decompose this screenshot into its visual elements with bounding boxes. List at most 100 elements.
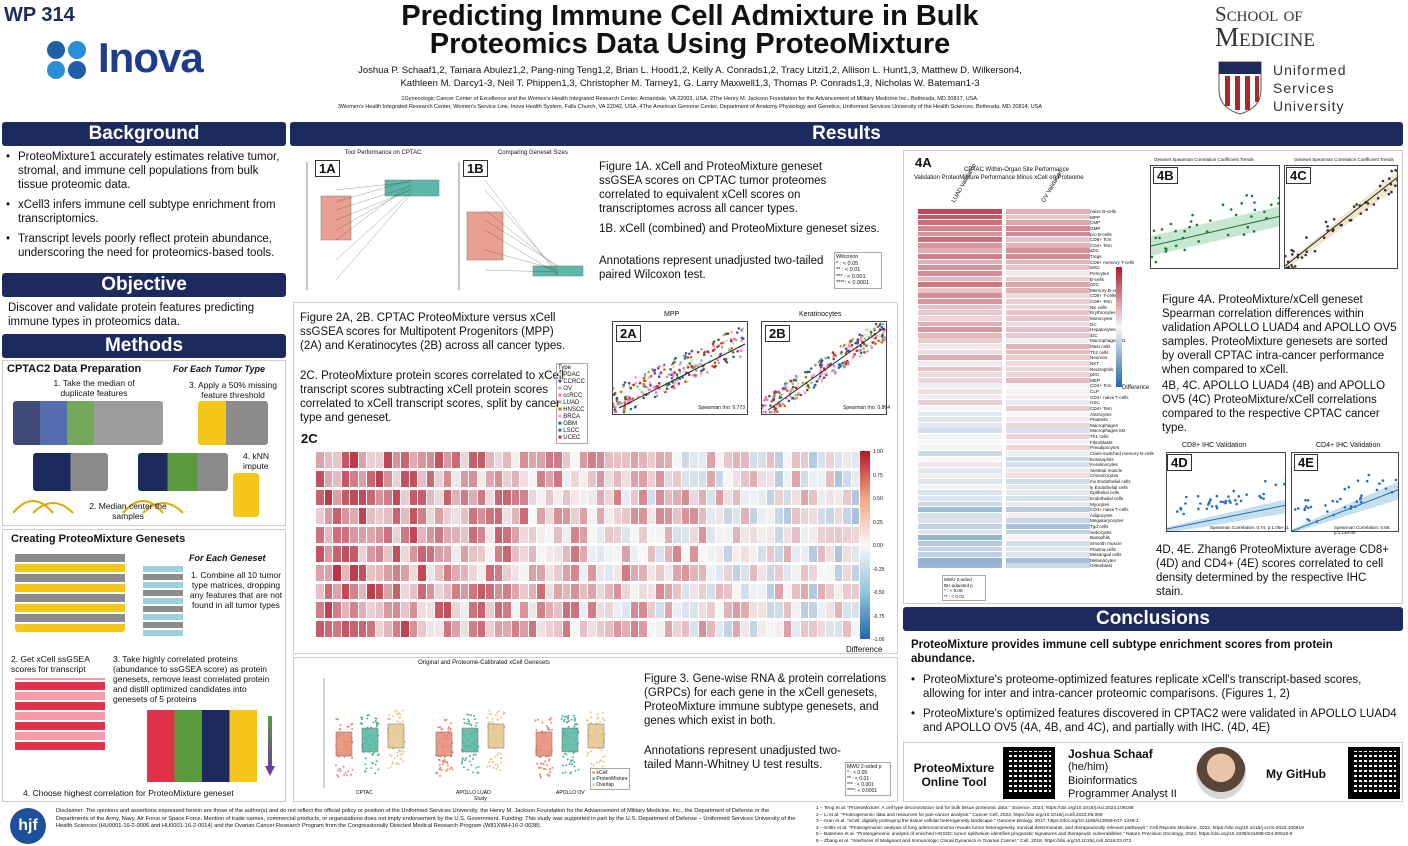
heatmap-cell: [571, 452, 579, 468]
scatter-point: [1274, 483, 1278, 487]
heatmap-cell: [664, 508, 672, 525]
scatter-point: [1390, 190, 1393, 194]
scatter-point: [1227, 495, 1230, 498]
fig4e-spearman: Spearman Correlation: 0.66, p:1.14e-08: [1334, 525, 1391, 535]
swarm-point: [375, 760, 378, 762]
tool-qr-code[interactable]: [1003, 747, 1055, 799]
heatmap-cell: [1006, 546, 1090, 552]
heatmap-cell: [698, 546, 706, 562]
swarm-point: [339, 724, 342, 727]
scatter-point: [1397, 486, 1398, 489]
heatmap-cell: [579, 452, 587, 468]
swarm-point: [491, 718, 494, 720]
swarm-point: [435, 771, 438, 774]
heatmap-cell: [350, 583, 358, 600]
fig4c-title: Geneset Spearman Correlation Coefficient…: [1294, 157, 1394, 162]
scatter-point: [1164, 250, 1168, 253]
scatter-point: [1349, 505, 1353, 508]
heatmap-cell: [809, 583, 817, 600]
type-legend-item: ■ PDAC: [558, 372, 580, 378]
swarm-point: [542, 767, 545, 770]
heatmap-cell: [520, 508, 528, 525]
heatmap-cell: [486, 452, 494, 468]
heatmap-cell: [486, 508, 494, 525]
swarm-point: [561, 772, 564, 774]
scatter-point: [616, 402, 619, 406]
scatter-point: [1151, 255, 1154, 259]
heatmap-cell: [724, 583, 732, 600]
scatter-point: [700, 369, 703, 373]
heatmap-cell: [630, 508, 638, 525]
heatmap-cell: [571, 546, 579, 562]
heatmap-cell: [707, 602, 715, 619]
celltype-label: Memory B-cells: [1090, 287, 1122, 293]
scatter-point: [678, 368, 681, 372]
heatmap-cell: [673, 470, 681, 487]
heatmap-cell: [392, 489, 400, 506]
heatmap-cell: [537, 583, 545, 600]
swarm-point: [566, 758, 569, 761]
hjf-logo: hjf: [10, 808, 46, 844]
scatter-point: [1375, 488, 1379, 492]
swarm-point: [445, 718, 448, 721]
scatter-point: [642, 396, 645, 400]
scatter-point: [640, 391, 644, 394]
fig3-legend-0: ■ xCell: [592, 770, 608, 776]
heatmap-cell: [460, 602, 468, 619]
fig4d-scatter: [1166, 452, 1286, 532]
heatmap-cell: [537, 564, 545, 581]
heatmap-cell: [918, 332, 1002, 338]
scatter-point: [638, 381, 642, 385]
heatmap-cell: [443, 470, 451, 487]
swarm-point: [489, 765, 491, 768]
heatmap-cell: [503, 602, 511, 619]
heatmap-cell: [639, 489, 647, 506]
swarm-point: [550, 717, 552, 720]
swarm-point: [445, 770, 448, 773]
inova-wordmark: Inova: [98, 34, 204, 81]
heatmap-cell: [341, 621, 349, 637]
heatmap-cell: [588, 602, 596, 619]
scatter-point: [771, 398, 775, 402]
scatter-point: [777, 405, 780, 409]
heatmap-cell: [443, 564, 451, 581]
heatmap-cell: [503, 583, 511, 600]
scatter-point: [850, 344, 854, 347]
scatter-point: [682, 354, 686, 357]
scatter-point: [762, 406, 764, 410]
heatmap-cell: [596, 583, 604, 600]
heatmap-cell: [809, 508, 817, 525]
celltype-label: Mast cells: [1090, 344, 1111, 349]
heatmap-cell: [826, 527, 834, 543]
heatmap-cell: [605, 583, 613, 600]
scatter-point: [1253, 208, 1257, 212]
fig3-caption: Figure 3. Gene-wise RNA & protein correl…: [644, 673, 887, 727]
heatmap-cell: [656, 470, 664, 487]
heatmap-cell: [800, 564, 808, 581]
fig3-note: Annotations represent unadjusted two-tai…: [644, 745, 841, 771]
heatmap-cell: [469, 508, 477, 525]
swarm-point: [337, 769, 340, 772]
github-qr-code[interactable]: [1348, 747, 1400, 799]
heatmap-cell: [1006, 563, 1090, 569]
swarm-point: [469, 755, 471, 758]
scatter-point: [812, 386, 816, 389]
background-bullet-3: Transcript levels poorly reflect protein…: [6, 232, 284, 260]
heatmap-cell: [545, 602, 553, 619]
heatmap-cell: [783, 564, 791, 581]
heatmap-cell: [918, 557, 1002, 563]
heatmap-cell: [647, 546, 655, 562]
heatmap-cell: [698, 470, 706, 487]
scatter-point: [648, 388, 652, 391]
swarm-point: [393, 757, 396, 760]
heatmap-cell: [707, 564, 715, 581]
heatmap-cell: [749, 527, 757, 543]
scatter-point: [1339, 223, 1342, 227]
heatmap-cell: [775, 564, 783, 581]
heatmap-cell: [418, 602, 426, 619]
heatmap-cell: [843, 508, 851, 525]
swarm-point: [598, 760, 601, 763]
swarm-point: [539, 762, 542, 765]
scatter-point: [1326, 225, 1329, 228]
author-photo: [1196, 747, 1246, 799]
